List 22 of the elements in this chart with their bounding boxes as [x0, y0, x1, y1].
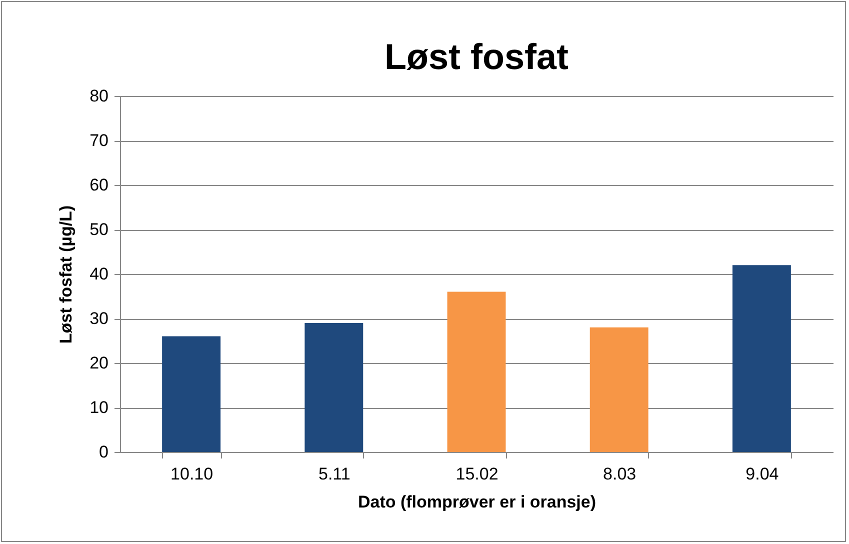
bar: [162, 336, 221, 452]
x-axis-title: Dato (flomprøver er i oransje): [358, 492, 596, 512]
y-tick-label: 80: [90, 86, 108, 106]
y-tick-label: 30: [90, 309, 108, 328]
y-tick-label: 40: [90, 264, 108, 284]
y-tick-label: 10: [90, 398, 108, 417]
x-tick-label: 9.04: [746, 464, 779, 484]
bar: [304, 322, 364, 452]
y-tick-label: 70: [90, 131, 108, 150]
x-tick-label: 10.10: [170, 464, 214, 484]
y-tick-label: 50: [90, 220, 108, 239]
y-tick-label: 20: [90, 354, 108, 372]
y-axis-title: Løst fosfat (µg/L): [56, 205, 76, 344]
y-tick-label: 60: [90, 176, 108, 194]
bar: [732, 265, 791, 452]
bar: [447, 292, 506, 452]
x-tick-label: 8.03: [603, 464, 636, 484]
chart-title: Løst fosfat: [384, 36, 568, 77]
bar: [590, 327, 648, 452]
y-tick-label: 0: [99, 442, 108, 462]
x-tick-label: 15.02: [456, 464, 498, 484]
x-tick-label: 5.11: [318, 464, 350, 484]
